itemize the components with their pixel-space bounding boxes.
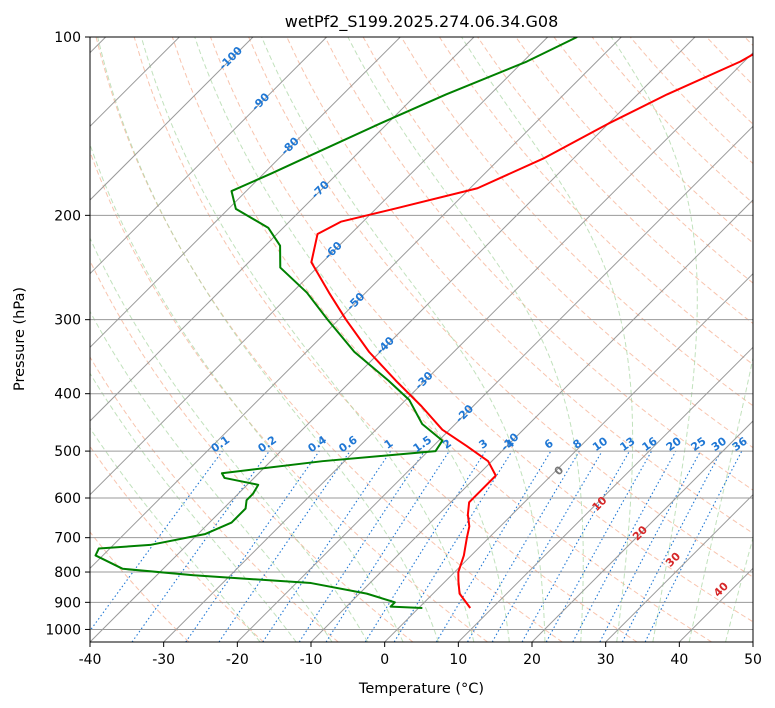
- pressure-gridlines: [90, 37, 753, 630]
- mixing-ratio-line: [572, 450, 677, 642]
- mixing-ratio-line: [393, 450, 513, 642]
- isotherm-gridlines: [90, 37, 753, 642]
- y-tick-label: 200: [54, 208, 81, 224]
- mixing-ratio-line: [521, 450, 630, 642]
- mixing-ratio-line: [298, 450, 425, 642]
- x-axis-ticks: -40 -30 -20 -10 0 10 20 30 40 50: [79, 642, 762, 668]
- y-tick-label: 800: [54, 565, 81, 581]
- isotherm-gridline: [90, 37, 254, 201]
- mixing-ratio-line: [131, 450, 270, 642]
- x-tick-label: -40: [79, 652, 102, 668]
- x-tick-label: 50: [744, 652, 762, 668]
- dry-adiabat-line: [90, 531, 190, 642]
- dry-adiabat-line: [439, 37, 753, 366]
- moist-adiabat-line: [725, 536, 753, 642]
- isotherm-gridline: [90, 37, 549, 496]
- dry-adiabat-line: [90, 356, 339, 642]
- isotherm-gridline: [605, 493, 753, 642]
- x-tick-label: 30: [597, 652, 615, 668]
- profile-series: [94, 37, 753, 609]
- moist-adiabat-line: [90, 427, 261, 642]
- plot-frame: [89, 36, 754, 643]
- x-tick-label: 0: [380, 652, 389, 668]
- mixing-ratio-line: [262, 450, 392, 642]
- moist-adiabat-line: [194, 37, 510, 642]
- y-tick-label: 600: [54, 491, 81, 507]
- isotherm-gridline: [90, 37, 328, 275]
- y-tick-label: 1000: [45, 622, 81, 638]
- chart-title: wetPf2_S199.2025.274.06.34.G08: [285, 12, 559, 32]
- isotherm-gridline: [384, 272, 753, 642]
- moist-adiabat-line: [140, 37, 475, 642]
- mixing-ratio-line: [644, 450, 743, 642]
- isotherm-gridline: [90, 37, 696, 642]
- y-axis-ticks: 100 200 300 400 500 600 700 800 900 1000: [45, 30, 90, 638]
- dry-adiabat-line: [133, 37, 638, 642]
- x-tick-label: 40: [670, 652, 688, 668]
- y-tick-label: 300: [54, 313, 81, 329]
- y-tick-label: 700: [54, 531, 81, 547]
- dry-adiabat-line: [210, 37, 753, 623]
- dry-adiabat-line: [324, 37, 753, 491]
- isotherm-gridline: [163, 51, 753, 642]
- moist-adiabats: [90, 37, 753, 642]
- mixing-ratio-line: [325, 450, 450, 642]
- temperature-profile-line: [310, 53, 753, 609]
- x-tick-label: 20: [523, 652, 541, 668]
- mixing-ratio-line: [90, 450, 223, 632]
- moist-adiabat-line: [688, 355, 753, 642]
- moist-adiabat-line: [90, 236, 369, 642]
- moist-adiabat-line: [347, 37, 584, 642]
- moist-adiabat-line: [261, 37, 546, 642]
- dry-adiabat-line: [90, 150, 488, 642]
- y-tick-label: 400: [54, 387, 81, 403]
- mixing-ratio-line: [218, 450, 351, 642]
- dry-adiabat-line: [515, 37, 753, 284]
- isotherm-gridline: [90, 37, 622, 570]
- x-axis-label: Temperature (°C): [358, 681, 484, 697]
- y-tick-label: 900: [54, 595, 81, 611]
- dry-adiabat-line: [248, 37, 753, 578]
- dry-adiabat-line: [171, 37, 712, 642]
- x-tick-label: -10: [300, 652, 323, 668]
- mixing-ratio-line: [185, 450, 320, 642]
- dry-adiabat-line: [90, 445, 264, 642]
- x-tick-label: 10: [449, 652, 467, 668]
- mixing-ratio-lines: [90, 450, 743, 642]
- moist-adiabat-line: [90, 143, 404, 642]
- isotherm-gridline: [236, 125, 753, 642]
- y-tick-label: 500: [54, 444, 81, 460]
- dewpoint-profile-line: [94, 37, 578, 609]
- isotherm-gridline: [457, 346, 753, 642]
- mixing-ratio-line: [545, 450, 653, 642]
- x-tick-label: -30: [152, 652, 175, 668]
- moist-adiabat-line: [97, 37, 439, 642]
- y-tick-label: 100: [54, 30, 81, 46]
- isotherm-gridline: [90, 37, 475, 422]
- isotherm-gridline: [90, 37, 401, 349]
- isotherm-gridline: [310, 199, 753, 642]
- x-tick-label: -20: [226, 652, 249, 668]
- moist-adiabat-line: [90, 372, 297, 642]
- dry-adiabat-line: [400, 37, 753, 407]
- moist-adiabat-line: [90, 310, 333, 642]
- y-axis-label: Pressure (hPa): [12, 287, 28, 391]
- moist-adiabat-line: [610, 37, 698, 642]
- isotherm-gridline: [531, 420, 753, 642]
